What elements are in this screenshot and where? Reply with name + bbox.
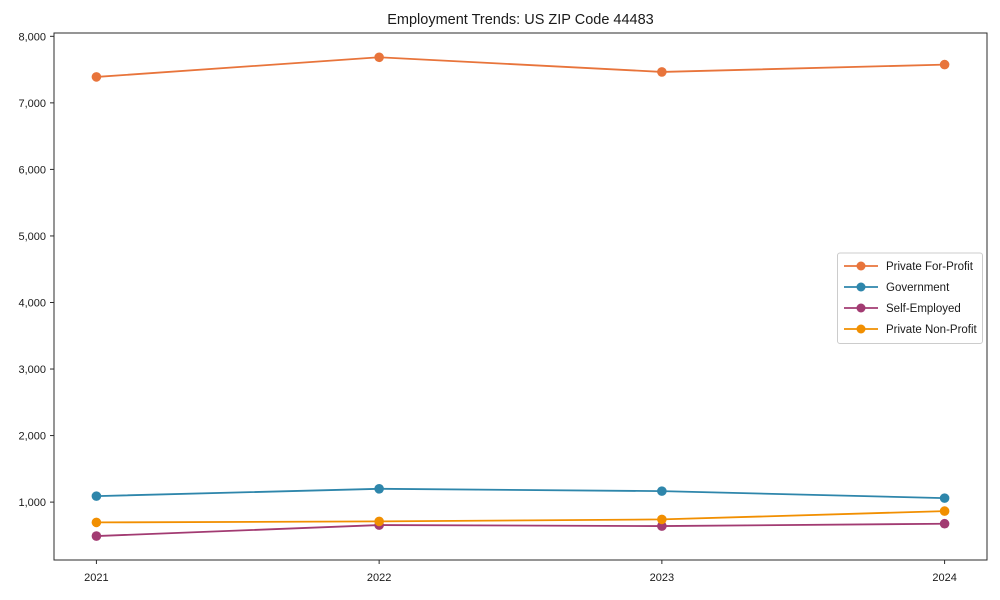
data-point — [939, 493, 950, 503]
data-point — [91, 491, 102, 501]
y-axis-tick-label: 6,000 — [18, 164, 46, 176]
data-point — [657, 521, 667, 531]
data-point — [939, 506, 950, 516]
series-line-government — [96, 487, 945, 500]
y-axis-tick-label: 7,000 — [18, 98, 46, 110]
legend-item-label: Private Non-Profit — [886, 324, 978, 336]
y-axis-tick-label: 1,000 — [18, 497, 46, 509]
data-point — [374, 516, 384, 527]
legend-item-label: Self-Employed — [886, 303, 961, 315]
y-axis-tick-label: 2,000 — [18, 431, 46, 443]
series-line-private-non-profit — [96, 510, 945, 524]
x-axis-tick-label: 2024 — [932, 572, 956, 584]
legend-item-label: Government — [886, 282, 950, 294]
data-point — [91, 72, 102, 82]
legend-sample-marker — [856, 324, 866, 334]
legend-sample-marker — [856, 261, 866, 271]
data-point — [91, 517, 102, 528]
legend-item-label: Private For-Profit — [886, 261, 974, 273]
data-point — [657, 514, 667, 525]
data-point — [657, 67, 667, 77]
x-axis-tick-label: 2021 — [84, 572, 108, 584]
legend-sample-marker — [856, 303, 866, 313]
x-axis-tick-label: 2022 — [367, 572, 391, 584]
y-axis-tick-label: 8,000 — [18, 31, 46, 43]
x-axis-tick-label: 2023 — [650, 572, 674, 584]
chart-title: Employment Trends: US ZIP Code 44483 — [387, 12, 654, 28]
data-point — [91, 531, 102, 541]
series-line-self-employed — [96, 522, 945, 537]
legend-box — [837, 252, 983, 344]
plot-border — [53, 32, 988, 561]
y-axis-tick-label: 3,000 — [18, 364, 46, 376]
data-point — [939, 59, 950, 70]
data-point — [374, 484, 384, 494]
data-point — [939, 518, 950, 529]
series-line-private-for-profit — [96, 56, 945, 78]
y-axis-tick-label: 5,000 — [18, 231, 46, 243]
data-point — [374, 52, 384, 63]
y-axis-tick-label: 4,000 — [18, 297, 46, 309]
legend-sample-marker — [856, 282, 866, 292]
data-point — [657, 486, 667, 496]
